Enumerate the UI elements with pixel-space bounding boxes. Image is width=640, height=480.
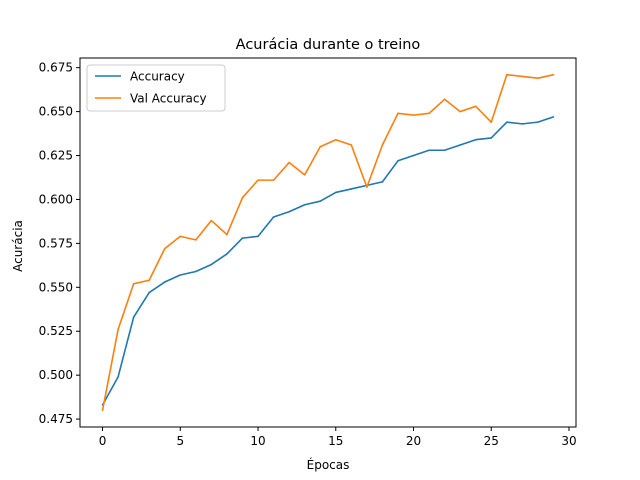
series-line-accuracy (101, 116, 554, 406)
data-point (412, 154, 415, 157)
data-point (288, 161, 290, 164)
x-tick-label: 15 (328, 434, 343, 448)
data-point (412, 114, 415, 116)
data-point (521, 75, 524, 78)
data-point (148, 279, 150, 282)
data-point (226, 233, 228, 236)
data-point (397, 112, 399, 115)
data-point (350, 144, 353, 146)
data-point (537, 121, 539, 123)
data-point (381, 181, 384, 183)
x-tick-label: 5 (176, 434, 184, 448)
data-point (490, 121, 493, 123)
data-point (474, 138, 477, 141)
data-point (552, 73, 555, 76)
series-lines (101, 73, 555, 412)
data-point (428, 149, 430, 152)
y-tick-label: 0.500 (39, 368, 73, 382)
data-point (474, 105, 477, 108)
y-tick-label: 0.625 (39, 149, 73, 163)
data-point (226, 253, 228, 255)
data-point (506, 121, 508, 123)
data-point (179, 235, 182, 238)
data-point (210, 219, 213, 222)
data-point (132, 282, 135, 285)
data-point (334, 138, 337, 141)
data-point (303, 174, 306, 176)
data-point (381, 144, 384, 146)
y-tick-label: 0.575 (39, 236, 73, 250)
data-point (350, 188, 353, 190)
data-point (366, 186, 368, 188)
data-point (241, 196, 244, 199)
data-point (195, 239, 197, 241)
data-point (428, 112, 430, 115)
y-tick-label: 0.550 (39, 280, 73, 294)
data-point (195, 270, 197, 273)
data-point (288, 210, 290, 213)
x-axis-ticks: 0 5 10 15 20 25 30 (99, 427, 577, 448)
y-tick-label: 0.650 (39, 105, 73, 119)
x-tick-label: 20 (406, 434, 421, 448)
data-point (163, 281, 166, 283)
x-tick-label: 30 (561, 434, 576, 448)
data-point (241, 237, 244, 239)
y-axis-ticks: 0.475 0.500 0.525 0.550 0.575 0.600 0.625 0.650… (39, 61, 80, 426)
data-point (552, 116, 555, 118)
data-point (443, 98, 446, 101)
data-point (443, 149, 446, 152)
data-point (334, 191, 337, 194)
data-point (319, 145, 322, 148)
data-point (179, 274, 182, 276)
series-line-val-accuracy (101, 73, 554, 411)
y-tick-label: 0.475 (39, 412, 73, 426)
data-point (148, 291, 150, 294)
legend-box (86, 64, 226, 112)
y-tick-label: 0.675 (39, 61, 73, 75)
data-point (163, 247, 166, 250)
x-tick-label: 25 (484, 434, 499, 448)
data-point (506, 73, 508, 76)
data-point (210, 263, 213, 266)
x-tick-label: 0 (99, 434, 107, 448)
legend-label: Accuracy (130, 70, 185, 84)
chart-title: Acurácia durante o treino (236, 37, 421, 53)
data-point (117, 376, 119, 378)
data-point (303, 203, 306, 206)
data-point (397, 159, 399, 162)
data-point (490, 137, 493, 139)
data-point (319, 200, 322, 203)
legend-label: Val Accuracy (130, 92, 207, 106)
data-point (101, 409, 104, 412)
legend: Accuracy Val Accuracy (86, 64, 226, 112)
data-point (132, 316, 135, 318)
data-point (459, 110, 461, 113)
data-point (257, 179, 259, 181)
data-point (117, 328, 119, 331)
data-point (257, 235, 259, 238)
data-point (537, 77, 539, 80)
data-point (521, 123, 524, 125)
data-point (272, 179, 275, 181)
x-tick-label: 10 (250, 434, 265, 448)
y-tick-label: 0.525 (39, 324, 73, 338)
axes-frame (79, 57, 577, 428)
y-tick-label: 0.600 (39, 192, 73, 206)
x-axis-label: Épocas (307, 457, 350, 472)
data-point (459, 144, 461, 146)
data-point (272, 216, 275, 218)
y-axis-label: Acurácia (11, 220, 25, 272)
